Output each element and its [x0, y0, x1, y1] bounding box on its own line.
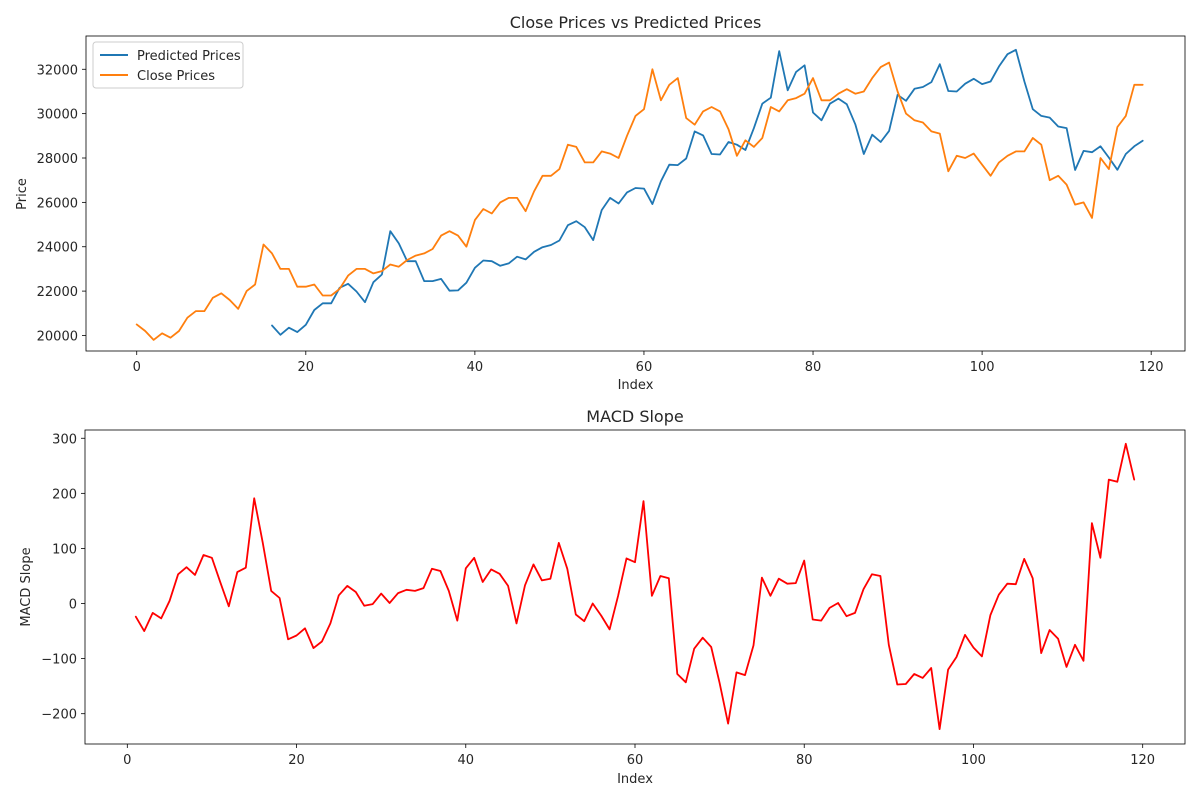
price-series-close-prices	[135, 61, 1144, 341]
macd-xtick-label: 20	[288, 753, 305, 768]
macd-series-layer	[134, 442, 1136, 730]
price-legend: Predicted Prices Close Prices	[92, 41, 244, 89]
price-xtick-label: 100	[970, 360, 995, 375]
macd-xtick-label: 60	[627, 753, 644, 768]
price-chart-title: Close Prices vs Predicted Prices	[510, 13, 762, 32]
macd-xtick-label: 100	[961, 753, 986, 768]
macd-series-series-0	[134, 442, 1136, 730]
price-ytick-label: 22000	[37, 285, 78, 300]
macd-ytick-label: 200	[52, 487, 77, 502]
macd-xtick-label: 40	[457, 753, 474, 768]
price-legend-label-predicted: Predicted Prices	[137, 49, 241, 64]
price-ytick-label: 32000	[37, 63, 78, 78]
price-xtick-label: 60	[636, 360, 653, 375]
macd-chart-title: MACD Slope	[586, 407, 683, 426]
price-plot-frame	[85, 35, 1186, 352]
macd-ytick-label: −100	[41, 653, 77, 668]
price-xtick-label: 40	[467, 360, 484, 375]
macd-xtick-label: 0	[123, 753, 131, 768]
macd-ytick-label: −200	[41, 708, 77, 723]
price-legend-box	[92, 41, 244, 89]
macd-chart-ylabel: MACD Slope	[19, 547, 34, 626]
price-ytick-label: 30000	[37, 108, 78, 123]
macd-ytick-label: 100	[52, 542, 77, 557]
price-xtick-label: 120	[1139, 360, 1164, 375]
price-xtick-label: 20	[298, 360, 315, 375]
macd-ytick-label: 0	[69, 598, 77, 613]
price-chart: Close Prices vs Predicted Prices Index P…	[15, 13, 1186, 393]
macd-xtick-label: 120	[1130, 753, 1155, 768]
macd-tick-layer: 0 20 40 60 80 100 120 −200 −100 0 100 200 300	[41, 432, 1155, 768]
price-chart-xlabel: Index	[618, 378, 654, 393]
price-xtick-label: 0	[133, 360, 141, 375]
macd-ytick-label: 300	[52, 432, 77, 447]
price-ytick-label: 26000	[37, 196, 78, 211]
price-series-predicted-prices	[271, 48, 1144, 336]
price-ytick-label: 24000	[37, 241, 78, 256]
macd-xtick-label: 80	[796, 753, 813, 768]
macd-chart-xlabel: Index	[617, 772, 653, 787]
price-ytick-label: 20000	[37, 329, 78, 344]
price-ytick-label: 28000	[37, 152, 78, 167]
price-legend-label-close: Close Prices	[137, 69, 215, 84]
price-tick-layer: 0 20 40 60 80 100 120 20000 22000 24000 26000 28000…	[37, 63, 1164, 375]
price-xtick-label: 80	[805, 360, 822, 375]
price-chart-ylabel: Price	[15, 178, 30, 210]
macd-plot-frame	[84, 429, 1186, 745]
price-series-layer	[135, 48, 1144, 341]
macd-chart: MACD Slope Index MACD Slope 0 20 40 60 80 100…	[19, 407, 1186, 787]
